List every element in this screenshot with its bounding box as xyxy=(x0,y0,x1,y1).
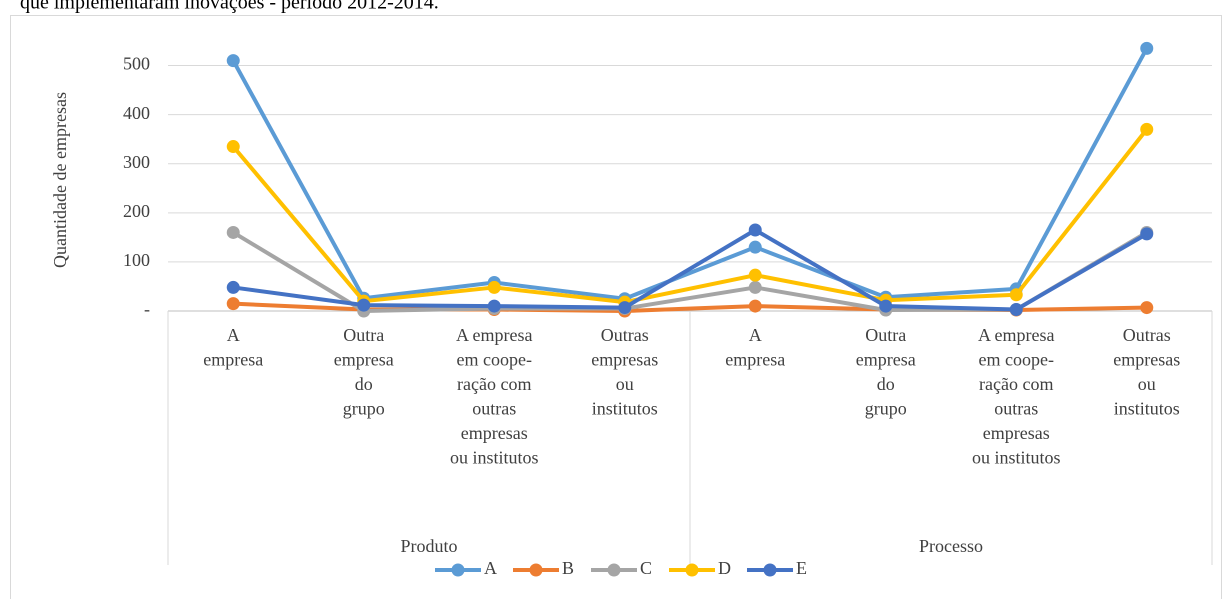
y-tick-label: - xyxy=(144,299,150,319)
chart-title: que implementaram inovações - período 20… xyxy=(20,0,439,14)
y-tick-label: 500 xyxy=(123,54,150,74)
legend-marker xyxy=(451,563,465,577)
legend-label: D xyxy=(718,558,731,578)
series-line xyxy=(231,47,1149,301)
x-tick-label: Outra empresa do grupo xyxy=(856,325,916,419)
legend-marker xyxy=(685,563,699,577)
data-point xyxy=(748,299,762,313)
data-point xyxy=(1140,122,1154,136)
group-label: Produto xyxy=(400,536,457,556)
y-axis-label: Quantidade de empresas xyxy=(50,92,70,268)
legend-marker xyxy=(529,563,543,577)
data-point xyxy=(226,280,240,294)
data-point xyxy=(1140,41,1154,55)
x-tick-label: A empresa em coope-ração com outras empresa… xyxy=(450,325,539,468)
data-point xyxy=(487,299,501,313)
data-point xyxy=(226,54,240,68)
x-tick-label: Outra empresa do grupo xyxy=(334,325,394,419)
data-point xyxy=(748,223,762,237)
x-tick-label: A empresa em coope-ração com outras empresa… xyxy=(972,325,1061,468)
legend-label: A xyxy=(484,558,497,578)
data-point xyxy=(748,268,762,282)
data-point xyxy=(748,240,762,254)
legend-marker xyxy=(607,563,621,577)
series-line xyxy=(232,228,1148,312)
y-tick-label: 300 xyxy=(123,152,150,172)
data-point xyxy=(1009,288,1023,302)
data-point xyxy=(226,140,240,154)
data-point xyxy=(1140,301,1154,315)
data-point xyxy=(748,280,762,294)
x-tick-label: Outras empresas ou institutos xyxy=(591,325,658,419)
data-point xyxy=(226,225,240,239)
y-tick-label: 400 xyxy=(123,103,150,123)
data-point xyxy=(879,299,893,313)
data-point xyxy=(357,298,371,312)
legend-label: C xyxy=(640,558,652,578)
legend-marker xyxy=(763,563,777,577)
data-point xyxy=(618,301,632,315)
x-tick-label: Outras empresas ou institutos xyxy=(1113,325,1180,419)
series-line xyxy=(231,128,1149,305)
group-label: Processo xyxy=(919,536,983,556)
y-tick-label: 100 xyxy=(123,250,150,270)
data-point xyxy=(1009,303,1023,317)
legend-label: E xyxy=(796,558,807,578)
data-point xyxy=(1140,227,1154,241)
legend-label: B xyxy=(562,558,574,578)
data-point xyxy=(487,280,501,294)
data-point xyxy=(226,297,240,311)
y-tick-label: 200 xyxy=(123,201,150,221)
